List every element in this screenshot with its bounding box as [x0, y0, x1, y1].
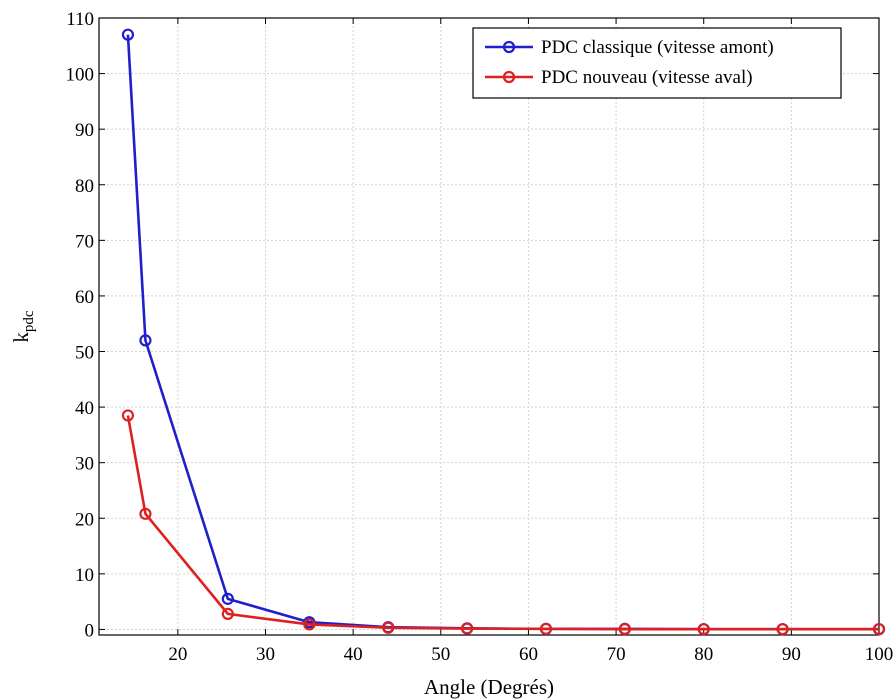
series-line-2	[126, 415, 879, 631]
legend-entry-label: PDC nouveau (vitesse aval)	[541, 67, 753, 88]
x-tick-label: 90	[782, 644, 801, 665]
x-axis-label: Angle (Degrés)	[424, 675, 554, 699]
data-point	[139, 334, 152, 347]
plot-area-frame	[98, 17, 880, 636]
y-axis-label-subscript: pdc	[21, 310, 37, 332]
data-point	[382, 621, 395, 634]
y-tick-label: 80	[75, 176, 94, 197]
x-tick-label: 50	[431, 644, 450, 665]
y-tick-label: 60	[75, 287, 94, 308]
y-tick-label: 20	[75, 509, 94, 530]
x-tick-label: 30	[256, 644, 275, 665]
data-point	[221, 592, 234, 605]
y-tick-label: 70	[75, 231, 94, 252]
y-tick-label: 0	[85, 620, 95, 641]
x-tick-label: 20	[168, 644, 187, 665]
series	[121, 28, 886, 636]
x-tick-label: 60	[519, 644, 538, 665]
legend: PDC classique (vitesse amont) PDC nouveau…	[472, 27, 842, 99]
data-point	[776, 623, 789, 636]
data-point	[539, 622, 553, 635]
y-tick-label: 50	[75, 343, 94, 364]
y-axis-label-main: k	[9, 332, 33, 343]
y-tick-label: 100	[66, 65, 95, 86]
data-point	[618, 623, 631, 636]
data-point	[121, 409, 135, 422]
x-tick-label: 80	[694, 644, 713, 665]
legend-entry-label: PDC classique (vitesse amont)	[541, 37, 774, 58]
x-tick-label: 40	[344, 644, 363, 665]
data-point	[303, 618, 316, 631]
y-tick-label: 110	[66, 9, 94, 30]
data-point	[872, 623, 886, 636]
data-point	[697, 623, 710, 636]
y-axis-label: kpdc	[9, 310, 37, 343]
legend-box	[472, 27, 842, 99]
x-tick-label: 100	[865, 644, 894, 665]
data-point	[460, 622, 474, 635]
y-tick-label: 30	[75, 454, 94, 475]
grid	[99, 17, 880, 635]
data-point	[139, 507, 152, 520]
y-tick-label: 10	[75, 565, 94, 586]
y-tick-label: 40	[75, 398, 94, 419]
series-line-1	[126, 34, 879, 631]
y-tick-label: 90	[75, 120, 94, 141]
axis-ticks: 20 30 40 50 60 70 80 90 100 0 10 20 30 40 50 60 70 80 90 10…	[66, 9, 894, 665]
legend-swatch-marker	[502, 70, 516, 84]
data-point	[121, 28, 135, 41]
x-tick-label: 70	[607, 644, 626, 665]
data-point	[221, 607, 234, 620]
legend-swatch-marker	[502, 40, 516, 54]
